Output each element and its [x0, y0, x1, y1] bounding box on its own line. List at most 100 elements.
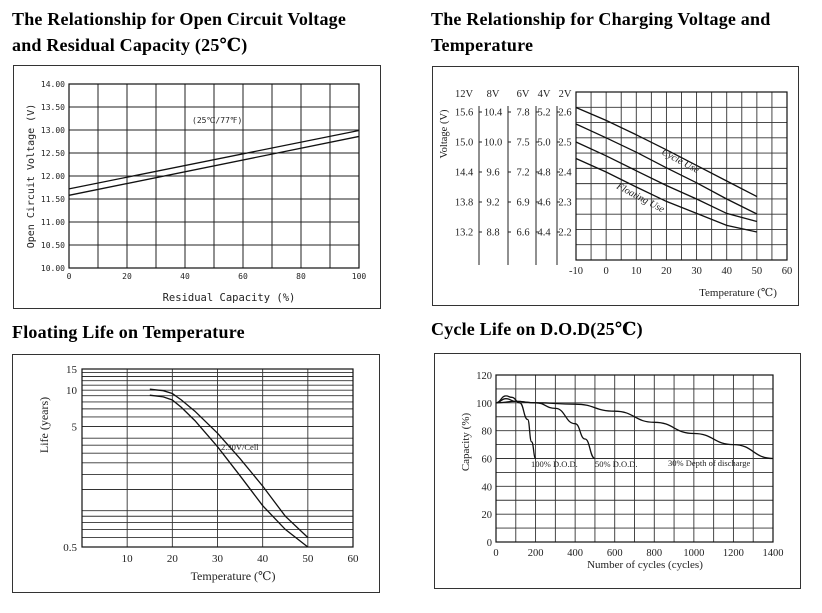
x-tick-label: 200 — [528, 548, 544, 559]
x-axis-label: Residual Capacity (%) — [163, 292, 296, 304]
x-tick-label: 20 — [122, 272, 132, 281]
y-axis-label: Open Circuit Voltage (V) — [26, 104, 37, 249]
y-tick-label: 0 — [487, 538, 492, 549]
y-tick-label: 120 — [476, 371, 492, 382]
voltage-column-header: 8V — [487, 89, 500, 100]
x-tick-label: 20 — [661, 266, 672, 277]
x-axis-label: Temperature (℃) — [699, 287, 777, 299]
series-line-lower — [149, 394, 309, 548]
voltage-tick-label: 4.6 — [537, 198, 550, 209]
y-tick-label: 80 — [482, 427, 493, 438]
series-label-50-dod: 50% D.O.D. — [595, 459, 638, 469]
voltage-tick-label: 7.8 — [516, 108, 529, 119]
voltage-tick-label: 9.6 — [486, 168, 499, 179]
voltage-tick-label: 9.2 — [486, 198, 499, 209]
voltage-column-header: 4V — [538, 89, 551, 100]
charging-title: The Relationship for Charging Voltage an… — [431, 6, 821, 58]
voltage-tick-label: 6.9 — [516, 198, 529, 209]
charging-title-line1: The Relationship for Charging Voltage an… — [431, 9, 771, 29]
charging-panel: 12V 15.6 15.0 14.4 13.8 13.2 8V 10.4 10.0 9.6 9.2 8… — [432, 66, 799, 306]
x-tick-label: 50 — [752, 266, 763, 277]
x-tick-label: 20 — [167, 553, 179, 565]
x-tick-label: 0 — [604, 266, 609, 277]
y-tick-label: 0.5 — [63, 542, 77, 554]
ocv-title: The Relationship for Open Circuit Voltag… — [12, 6, 412, 58]
x-tick-label: 1400 — [763, 548, 784, 559]
y-tick-label: 60 — [482, 455, 493, 466]
x-tick-label: 50 — [302, 553, 314, 565]
cycle-panel: 0 20 40 60 80 100 120 0 200 400 600 800 1000 1200 1400… — [434, 353, 801, 589]
y-tick-label: 13.00 — [41, 126, 65, 135]
series-line-cycle-use — [575, 123, 758, 215]
voltage-tick-label: 2.6 — [558, 108, 571, 119]
voltage-column-header: 6V — [517, 89, 530, 100]
x-axis-label: Number of cycles (cycles) — [587, 559, 703, 571]
x-tick-label: 1200 — [723, 548, 744, 559]
y-tick-label: 12.50 — [41, 149, 65, 158]
series-line-lower — [68, 135, 360, 196]
y-tick-label: 11.00 — [41, 218, 65, 227]
voltage-tick-label: 10.0 — [484, 138, 502, 149]
series-line-upper — [149, 388, 309, 538]
y-axis-label: Life (years) — [37, 397, 51, 453]
voltage-tick-label: 13.2 — [455, 228, 473, 239]
voltage-tick-label: 14.4 — [455, 168, 474, 179]
x-tick-label: 600 — [607, 548, 623, 559]
floating-panel: 0.5 5 10 15 10 20 30 40 50 60 2.30V/Cell Temperatur… — [12, 354, 380, 593]
y-tick-label: 12.00 — [41, 172, 65, 181]
x-tick-label: -10 — [569, 266, 583, 277]
voltage-tick-label: 7.5 — [516, 138, 529, 149]
x-tick-label: 30 — [691, 266, 702, 277]
voltage-column-header: 2V — [559, 89, 572, 100]
floating-title: Floating Life on Temperature — [12, 322, 245, 342]
annotation: 2.30V/Cell — [221, 442, 259, 452]
series-label-30-dod: 30% Depth of discharge — [668, 458, 750, 468]
voltage-tick-label: 7.2 — [516, 168, 529, 179]
y-tick-label: 10 — [66, 385, 78, 397]
x-tick-label: 40 — [721, 266, 732, 277]
x-tick-label: 60 — [782, 266, 793, 277]
plot-frame — [81, 368, 354, 548]
voltage-tick-label: 2.5 — [558, 138, 571, 149]
y-axis-label: Voltage (V) — [439, 109, 450, 159]
x-tick-label: 0 — [493, 548, 498, 559]
x-tick-label: 80 — [296, 272, 306, 281]
x-tick-label: 60 — [238, 272, 248, 281]
voltage-tick-label: 5.0 — [537, 138, 550, 149]
series-line-floating-use — [575, 141, 758, 223]
voltage-tick-label: 15.0 — [455, 138, 473, 149]
voltage-tick-label: 2.4 — [558, 168, 572, 179]
voltage-tick-label: 15.6 — [455, 108, 473, 119]
y-tick-label: 40 — [482, 482, 493, 493]
voltage-tick-label: 2.3 — [558, 198, 571, 209]
voltage-tick-label: 8.8 — [486, 228, 499, 239]
y-tick-label: 14.00 — [41, 80, 65, 89]
y-tick-label: 10.50 — [41, 241, 65, 250]
plot-frame — [575, 91, 788, 261]
series-line-floating-use — [575, 157, 758, 233]
ocv-title-line2: and Residual Capacity (25℃) — [12, 35, 248, 55]
series-label-cycle-use: Cycle Use — [660, 147, 702, 176]
y-tick-label: 13.50 — [41, 103, 65, 112]
x-tick-label: 1000 — [683, 548, 704, 559]
x-tick-label: 0 — [67, 272, 72, 281]
voltage-tick-label: 5.2 — [537, 108, 550, 119]
series-label-100-dod: 100% D.O.D. — [531, 459, 578, 469]
plot-frame — [68, 83, 360, 269]
series-line-upper — [68, 129, 360, 190]
ocv-chart: 10.00 10.50 11.00 11.50 12.00 12.50 13.00 13.50… — [26, 80, 366, 304]
x-tick-label: 400 — [567, 548, 583, 559]
voltage-tick-label: 10.4 — [484, 108, 503, 119]
y-tick-label: 5 — [72, 421, 78, 433]
y-tick-label: 100 — [476, 399, 492, 410]
y-axis-label: Capacity (%) — [460, 412, 472, 471]
voltage-tick-label: 4.4 — [537, 228, 551, 239]
x-tick-label: 10 — [122, 553, 133, 565]
voltage-tick-label: 6.6 — [516, 228, 529, 239]
voltage-tick-label: 4.8 — [537, 168, 550, 179]
voltage-tick-label: 2.2 — [558, 228, 571, 239]
ocv-title-line1: The Relationship for Open Circuit Voltag… — [12, 9, 347, 29]
x-tick-label: 60 — [348, 553, 360, 565]
voltage-tick-label: 13.8 — [455, 198, 473, 209]
